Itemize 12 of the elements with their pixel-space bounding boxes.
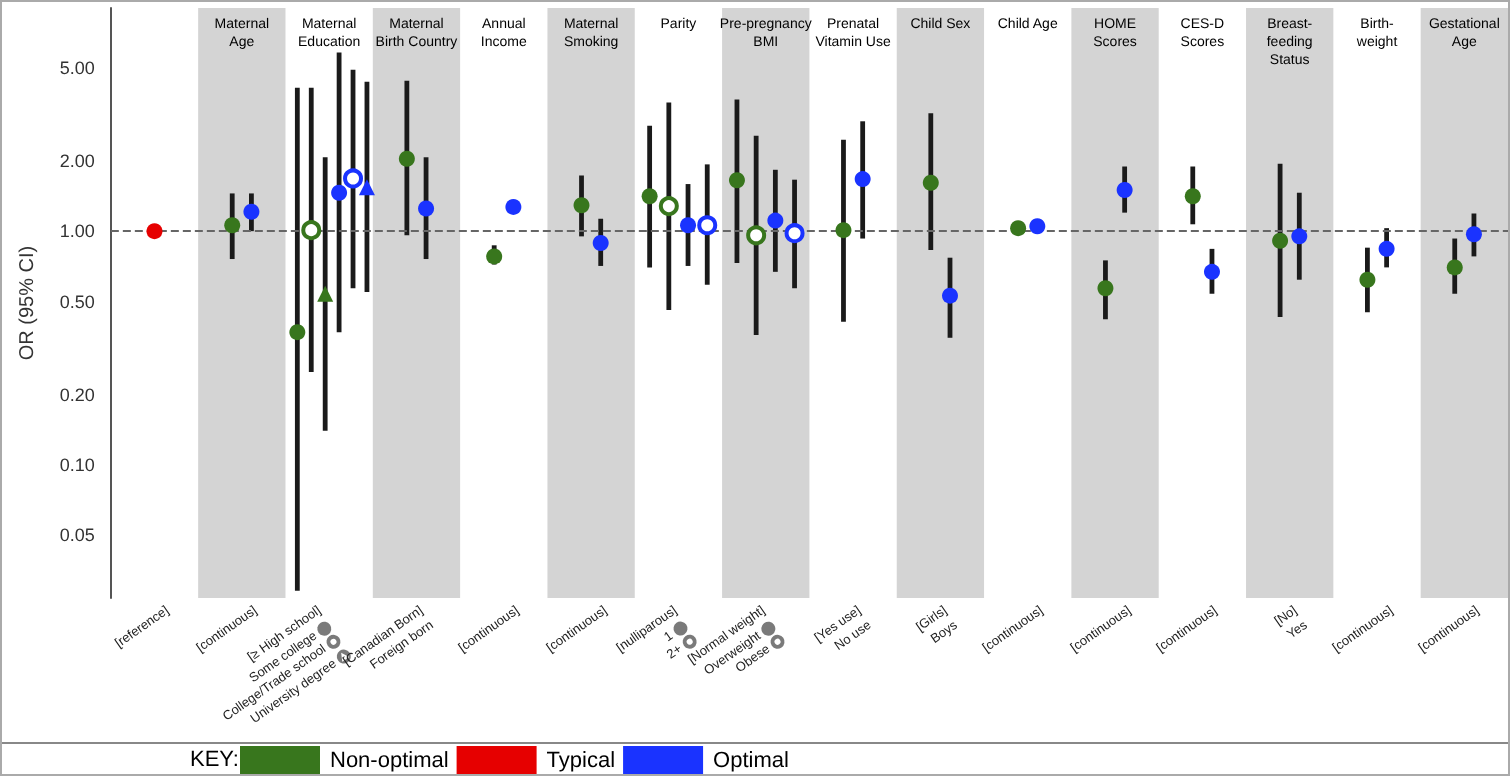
- y-axis-title: OR (95% CI): [17, 245, 39, 361]
- legend-label: Typical: [546, 749, 616, 773]
- y-tick-label: 1.00: [59, 221, 95, 242]
- y-tick-label: 0.20: [59, 384, 95, 405]
- y-tick-label: 0.10: [59, 455, 95, 476]
- legend-title: KEY:: [190, 746, 239, 776]
- legend-label: Non-optimal: [330, 749, 449, 773]
- y-tick-label: 5.00: [59, 57, 95, 78]
- y-tick-label: 0.05: [59, 525, 95, 546]
- y-tick-label: 2.00: [59, 150, 95, 171]
- y-tick-label: 0.50: [59, 291, 95, 312]
- legend-label: Optimal: [713, 749, 789, 773]
